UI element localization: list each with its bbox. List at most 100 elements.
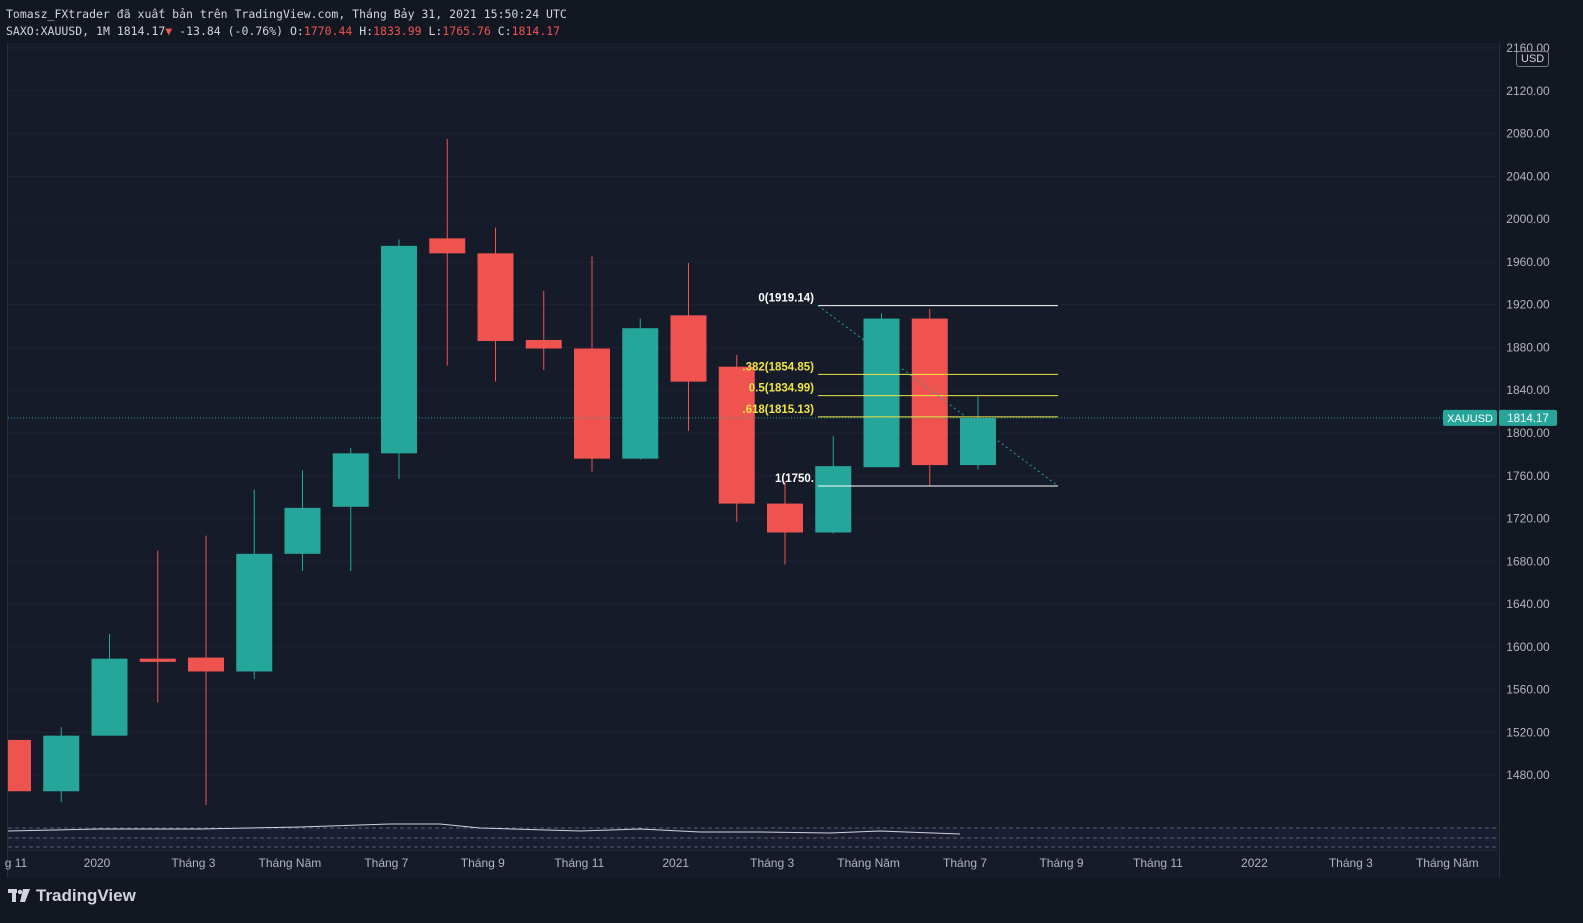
candle-body: [670, 315, 707, 382]
price-tag-symbol: XAUUSD: [1447, 413, 1493, 425]
footer: [0, 878, 1583, 923]
price-chart[interactable]: 0(1919.14) .382(1854.85) 0.5(1834.99) .618(…: [0, 0, 1583, 878]
price-tick-label: 2120.00: [1506, 84, 1550, 98]
currency-badge[interactable]: USD: [1516, 51, 1550, 67]
tradingview-logo-icon: [8, 889, 30, 902]
fib-level-label: .618(1815.13): [742, 404, 814, 416]
candle-body: [718, 366, 755, 504]
down-arrow-icon: ▼: [165, 24, 173, 38]
fib-level-label: .382(1854.85): [742, 361, 814, 373]
chart-header: Tomasz_FXtrader đã xuất bản trên Trading…: [0, 0, 1583, 42]
fib-level-label: 0.5(1834.99): [749, 383, 814, 395]
time-tick-label: 2020: [84, 856, 111, 870]
candle-body: [767, 503, 803, 533]
price-tick-label: 1680.00: [1506, 554, 1550, 568]
candle: [284, 470, 321, 571]
time-tick-label: Tháng 9: [1039, 856, 1083, 870]
time-tick-label: Tháng 7: [364, 856, 408, 870]
time-tick-label: Tháng Năm: [837, 856, 900, 870]
low-value: 1765.76: [442, 24, 491, 38]
candle: [381, 239, 417, 479]
candle: [911, 308, 948, 486]
price-tick-label: 1720.00: [1506, 512, 1550, 526]
price-tick-label: 1560.00: [1506, 683, 1550, 697]
time-tick-label: Tháng 3: [750, 856, 794, 870]
fib-trend-line: [817, 305, 1059, 487]
price-tick-label: 1640.00: [1506, 597, 1550, 611]
price-axis[interactable]: 1480.00 1520.00 1560.00 1600.00 1640.00 1680.…: [1506, 41, 1550, 782]
open-value: 1770.44: [303, 24, 353, 38]
price-tick-label: 1760.00: [1506, 469, 1550, 483]
price-tick-label: 1800.00: [1506, 426, 1550, 440]
candle-body: [525, 339, 562, 349]
candle-body: [960, 418, 996, 466]
candle: [525, 290, 562, 370]
time-tick-label: Tháng Năm: [1416, 856, 1479, 870]
price-tag: XAUUSD 1814.17: [1443, 409, 1557, 426]
candle-body: [8, 739, 31, 792]
time-tick-label: Tháng 11: [1133, 856, 1183, 870]
close-value: 1814.17: [511, 24, 561, 38]
candle: [718, 354, 755, 522]
candle: [43, 727, 80, 802]
candle: [863, 313, 900, 468]
candle-body: [863, 318, 900, 468]
symbol-name[interactable]: SAXO:XAUUSD: [6, 24, 83, 38]
open-label: O:: [289, 24, 304, 38]
candle: [429, 138, 466, 366]
candle: [236, 489, 273, 679]
price-tick-label: 1520.00: [1506, 725, 1550, 739]
candle-body: [622, 328, 659, 459]
candle-body: [381, 245, 417, 454]
candle-body: [911, 318, 948, 466]
candle: [815, 436, 852, 534]
candle-body: [43, 735, 80, 792]
indicator-pane: [7, 823, 1497, 851]
candle: [477, 227, 514, 382]
time-axis[interactable]: g 11 2020 Tháng 3 Tháng Năm Tháng 7 Tháng 9 Th…: [5, 856, 1479, 870]
price-change: -13.84 (-0.76%): [179, 24, 284, 38]
price-tick-label: 2000.00: [1506, 212, 1550, 226]
time-tick-label: 2022: [1241, 856, 1268, 870]
publish-info: Tomasz_FXtrader đã xuất bản trên Trading…: [6, 7, 567, 21]
fibonacci-retracement[interactable]: 0(1919.14) .382(1854.85) 0.5(1834.99) .618(…: [742, 293, 1059, 487]
candle-body: [477, 253, 514, 342]
price-tick-label: 1600.00: [1506, 640, 1550, 654]
candle-body: [139, 658, 176, 662]
candles: [8, 138, 996, 806]
low-label: L:: [428, 24, 443, 38]
interval-label[interactable]: 1M: [96, 24, 110, 38]
candle: [139, 550, 176, 703]
candle: [574, 256, 610, 472]
time-tick-label: Tháng 9: [461, 856, 505, 870]
time-tick-label: Tháng 3: [1329, 856, 1373, 870]
price-tick-label: 1880.00: [1506, 340, 1550, 354]
candle: [188, 535, 224, 806]
time-tick-label: 2021: [662, 856, 689, 870]
price-tick-label: 2080.00: [1506, 127, 1550, 141]
tradingview-logo[interactable]: TradingView: [8, 886, 136, 906]
candle: [767, 481, 803, 565]
candle-body: [574, 348, 610, 459]
high-label: H:: [359, 24, 374, 38]
candle: [332, 447, 369, 571]
candle-body: [188, 657, 224, 672]
candle: [960, 396, 996, 470]
time-tick-label: Tháng 7: [943, 856, 987, 870]
candle-body: [429, 238, 466, 254]
tradingview-logo-text: TradingView: [36, 886, 136, 905]
time-tick-label: Tháng 3: [171, 856, 215, 870]
candle: [670, 262, 707, 431]
price-tick-label: 1480.00: [1506, 768, 1550, 782]
candle-body: [815, 466, 852, 533]
close-label: C:: [497, 24, 512, 38]
fib-level-label: 1(1750.: [775, 473, 814, 485]
candle-body: [332, 453, 369, 507]
candle: [91, 634, 128, 736]
ohlc-legend: SAXO:XAUUSD, 1M 1814.17▼ -13.84 (-0.76%)…: [6, 24, 561, 38]
indicator-line: [7, 823, 961, 835]
time-tick-label: Tháng 11: [554, 856, 604, 870]
price-tick-label: 2040.00: [1506, 169, 1550, 183]
candle: [622, 318, 659, 460]
candle-body: [236, 553, 273, 672]
